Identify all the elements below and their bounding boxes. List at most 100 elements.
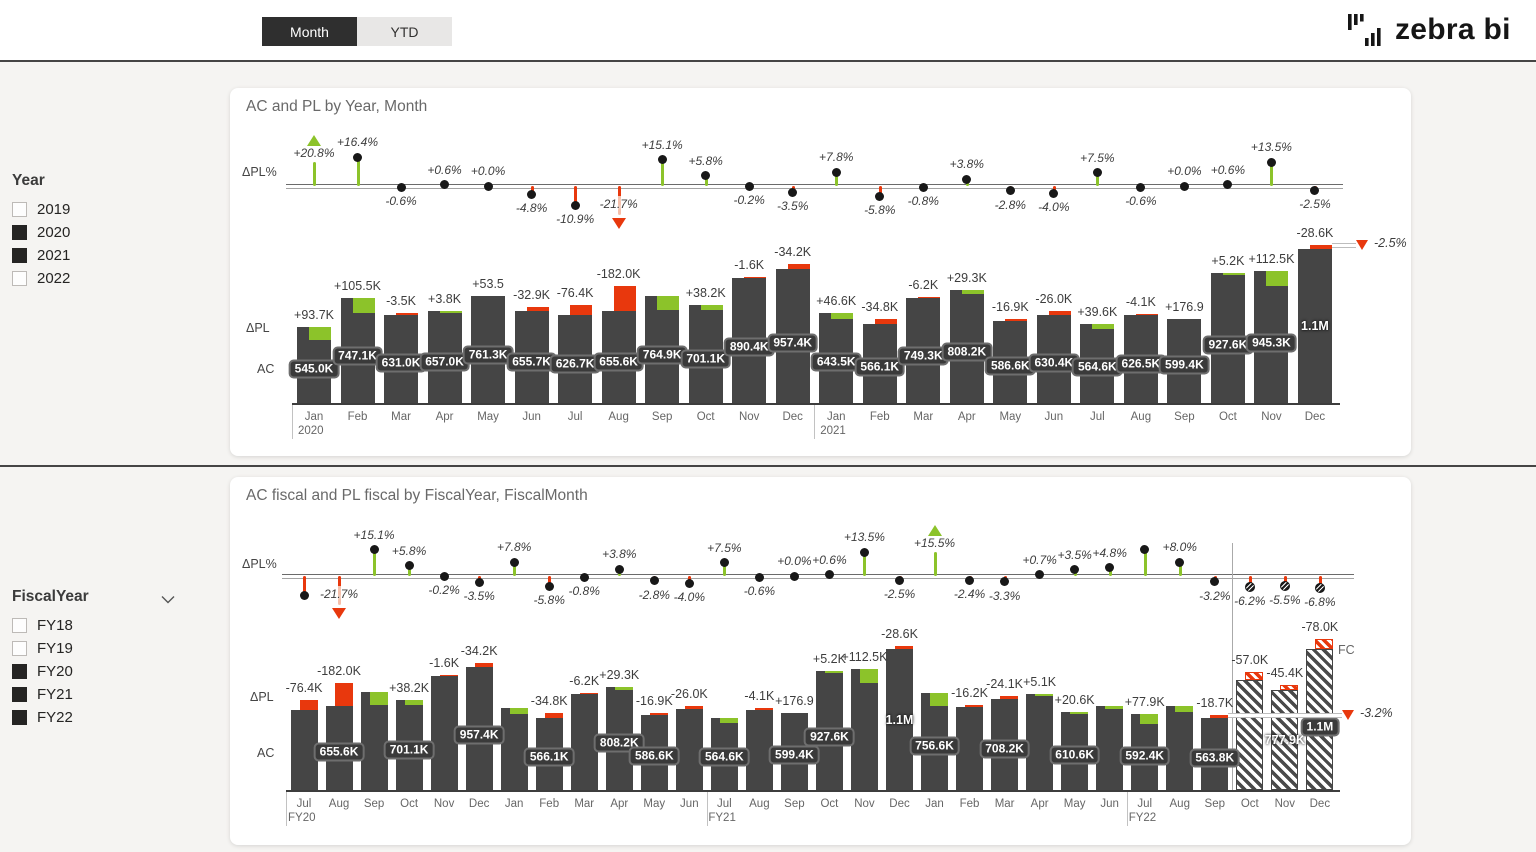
fiscalyear-option-fy19[interactable]: FY19 — [12, 637, 217, 660]
pct-dot[interactable] — [396, 182, 406, 192]
pct-dot[interactable] — [544, 581, 554, 591]
pct-stem[interactable] — [548, 576, 552, 587]
pct-stem[interactable] — [1096, 172, 1100, 186]
ac-column[interactable] — [1026, 694, 1054, 790]
pct-dot[interactable] — [1245, 582, 1256, 593]
pct-dot[interactable] — [1005, 186, 1015, 196]
ac-column[interactable] — [956, 706, 984, 790]
pct-stem[interactable] — [835, 172, 839, 186]
pct-dot[interactable] — [1049, 188, 1059, 198]
pct-dot[interactable] — [1223, 180, 1233, 190]
pct-dot[interactable] — [483, 181, 493, 191]
checkbox-icon[interactable] — [12, 664, 27, 679]
pct-dot[interactable] — [744, 181, 754, 191]
pct-dot[interactable] — [649, 576, 659, 586]
pct-dot[interactable] — [719, 558, 729, 568]
ac-column[interactable] — [850, 669, 878, 790]
pct-stem[interactable] — [878, 186, 882, 197]
checkbox-icon[interactable] — [12, 271, 27, 286]
variance-bar-negative[interactable] — [895, 645, 913, 650]
variance-bar-positive[interactable] — [1105, 705, 1124, 710]
pct-dot[interactable] — [701, 171, 711, 181]
ac-column[interactable] — [500, 707, 528, 790]
pct-stem[interactable] — [1283, 576, 1287, 586]
pct-stem[interactable] — [513, 562, 517, 576]
pct-dot[interactable] — [440, 180, 450, 190]
year-option-2020[interactable]: 2020 — [12, 221, 217, 244]
pct-dot[interactable] — [1000, 577, 1010, 587]
pct-stem[interactable] — [1318, 576, 1322, 588]
pct-dot[interactable] — [859, 547, 869, 557]
pct-dot[interactable] — [831, 167, 841, 177]
pct-dot[interactable] — [509, 557, 519, 567]
variance-bar-negative[interactable] — [334, 682, 353, 707]
pct-dot[interactable] — [1210, 577, 1220, 587]
variance-bar-positive[interactable] — [1175, 706, 1194, 713]
variance-bar-negative[interactable] — [754, 708, 773, 710]
pct-dot[interactable] — [965, 575, 975, 585]
variance-bar-positive[interactable] — [614, 686, 633, 691]
ac-column[interactable] — [1297, 249, 1332, 403]
pct-dot[interactable] — [474, 577, 484, 587]
pct-dot[interactable] — [570, 200, 580, 210]
year-option-2021[interactable]: 2021 — [12, 244, 217, 267]
checkbox-icon[interactable] — [12, 641, 27, 656]
pct-stem[interactable] — [863, 552, 867, 576]
pct-stem[interactable] — [574, 186, 578, 206]
variance-bar-negative[interactable] — [1309, 244, 1332, 249]
chevron-down-icon[interactable] — [160, 592, 176, 610]
pct-stem[interactable] — [313, 162, 316, 186]
pct-stem[interactable] — [617, 186, 621, 215]
variance-bar-negative[interactable] — [1315, 639, 1334, 650]
ac-column[interactable] — [430, 676, 458, 790]
ac-column[interactable] — [570, 694, 598, 790]
variance-bar-positive[interactable] — [1070, 711, 1089, 715]
variance-bar-negative[interactable] — [474, 663, 493, 668]
variance-bar-positive[interactable] — [352, 298, 375, 314]
checkbox-icon[interactable] — [12, 202, 27, 217]
pct-dot[interactable] — [1175, 557, 1185, 567]
variance-bar-negative[interactable] — [1245, 672, 1264, 680]
variance-bar-positive[interactable] — [930, 693, 949, 707]
variance-bar-negative[interactable] — [1048, 311, 1071, 315]
pct-stem[interactable] — [1248, 576, 1252, 587]
variance-bar-positive[interactable] — [509, 707, 528, 714]
pct-dot[interactable] — [895, 575, 904, 585]
variance-bar-positive[interactable] — [309, 326, 331, 340]
year-option-2019[interactable]: 2019 — [12, 198, 217, 221]
variance-bar-positive[interactable] — [369, 692, 388, 705]
checkbox-icon[interactable] — [12, 710, 27, 725]
variance-bar-negative[interactable] — [874, 318, 897, 324]
pct-dot[interactable] — [789, 571, 799, 581]
variance-bar-negative[interactable] — [570, 304, 593, 316]
pct-dot[interactable] — [404, 561, 414, 571]
variance-bar-positive[interactable] — [859, 669, 878, 684]
variance-bar-positive[interactable] — [1140, 714, 1159, 725]
ac-column[interactable] — [1236, 679, 1264, 790]
pct-stem[interactable] — [408, 565, 412, 576]
variance-bar-positive[interactable] — [1266, 270, 1289, 287]
variance-bar-positive[interactable] — [719, 717, 738, 723]
pct-dot[interactable] — [684, 578, 694, 588]
pct-dot[interactable] — [918, 182, 928, 192]
pct-dot[interactable] — [1266, 157, 1276, 167]
ac-column[interactable] — [360, 692, 388, 790]
ac-column[interactable] — [1271, 690, 1299, 790]
pct-stem[interactable] — [723, 562, 727, 576]
pct-dot[interactable] — [1136, 182, 1146, 192]
year-option-2022[interactable]: 2022 — [12, 267, 217, 290]
ac-column[interactable] — [290, 709, 318, 790]
variance-bar-negative[interactable] — [526, 306, 549, 312]
pct-dot[interactable] — [1092, 168, 1102, 178]
variance-bar-negative[interactable] — [396, 313, 419, 315]
variance-bar-negative[interactable] — [684, 705, 703, 710]
fiscalyear-option-fy22[interactable]: FY22 — [12, 706, 217, 729]
pct-dot[interactable] — [1140, 545, 1150, 555]
pct-stem[interactable] — [1143, 549, 1147, 576]
variance-bar-negative[interactable] — [787, 264, 810, 269]
pct-dot[interactable] — [299, 590, 309, 600]
variance-bar-negative[interactable] — [744, 276, 767, 279]
checkbox-icon[interactable] — [12, 618, 27, 633]
pct-stem[interactable] — [1178, 562, 1182, 576]
variance-bar-negative[interactable] — [1135, 313, 1158, 316]
